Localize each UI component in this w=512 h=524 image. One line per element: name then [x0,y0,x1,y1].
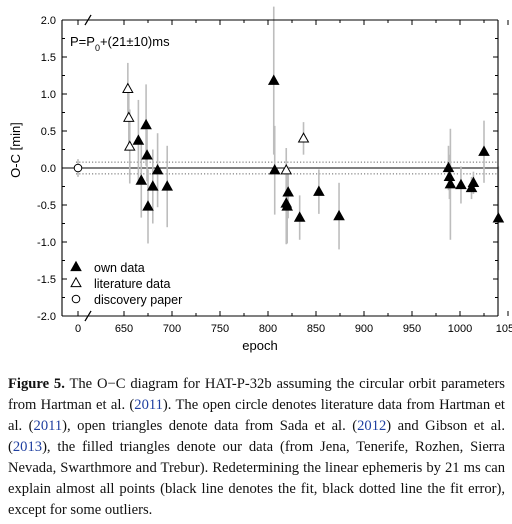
literature-data-point [280,163,293,175]
own-data-point [333,209,345,221]
caption-text: ), open triangles denote data from Sada … [62,418,358,434]
caption-citation-year[interactable]: 2012 [357,418,387,434]
x-tick-label: 700 [163,323,181,335]
y-tick-label: -1.0 [37,237,56,249]
x-tick-label: 1050 [496,323,512,335]
caption-citation-year[interactable]: 2011 [134,397,163,413]
own-data-point [147,180,159,191]
y-tick-label: 2.0 [41,15,56,27]
x-tick-label: 900 [355,323,373,335]
caption-label: Figure 5. [8,376,65,392]
own-data-point [443,170,456,182]
own-data-point [293,211,306,222]
caption-text: ). The open circle denotes literature da… [8,397,505,434]
figure-caption: Figure 5. The O−C diagram for HAT-P-32b … [8,374,505,521]
caption-text: ), the filled triangles denote our data … [8,439,505,518]
y-tick-label: 0.5 [41,126,56,138]
literature-data-point [123,111,135,122]
own-data-point [268,163,281,175]
own-data-point [141,149,153,160]
own-data-point [142,200,154,211]
caption-text: ) and Gibson et al. ( [8,418,505,455]
own-data-point [151,163,164,175]
own-data-point [442,161,455,173]
x-tick-label: 0 [75,323,81,335]
legend-marker-own-data [70,260,82,272]
legend-marker-discovery-paper [71,294,81,304]
x-tick-label: 1000 [448,323,472,335]
x-tick-label: 800 [259,323,277,335]
y-tick-label: 0.0 [41,163,56,175]
y-tick-label: 1.0 [41,89,56,101]
y-tick-label: -2.0 [37,311,56,323]
legend-label: literature data [94,277,170,291]
x-tick-label: 850 [307,323,325,335]
caption-citation-year[interactable]: 2011 [33,418,63,434]
oc-chart: -2.0 -1.5 -1.0 -0.5 0.0 0.5 1.0 1.5 2.0 0 650 700 75… [8,6,512,353]
discovery-paper-point [73,163,83,173]
own-data-point [161,180,173,191]
caption-body: The O−C diagram for HAT-P-32b assuming t… [8,376,505,518]
own-data-point [140,118,152,130]
x-tick-label: 650 [115,323,133,335]
caption-citation-year[interactable]: 2013 [12,439,43,455]
own-data-point [281,200,293,211]
x-tick-label: 750 [211,323,229,335]
own-data-point [282,186,294,197]
own-data-point [444,178,457,189]
y-axis-label: O-C [min] [8,122,23,178]
caption-text: The O−C diagram for HAT-P-32b assuming t… [8,376,505,413]
x-tick-label: 950 [403,323,421,335]
literature-data-point [122,82,134,93]
y-tick-label: -1.5 [37,274,56,286]
y-tick-label: 1.5 [41,52,56,64]
literature-data-point [297,132,310,143]
legend-label: own data [94,261,145,275]
x-axis-label: epoch [242,338,277,353]
oc-diagram-figure: -2.0 -1.5 -1.0 -0.5 0.0 0.5 1.0 1.5 2.0 0 650 700 75… [8,6,512,353]
own-data-point [455,178,467,190]
own-data-point [267,74,280,85]
legend-label: discovery paper [94,293,182,307]
own-data-point [467,176,480,187]
own-data-point [132,134,145,145]
axis-break-mark-bottom [84,310,92,322]
legend-marker-literature-data [70,276,82,288]
y-tick-label: -0.5 [37,200,56,212]
own-data-point [313,185,325,196]
fit-annotation: P=P0+(21±10)ms [70,34,170,53]
own-data-point [478,145,490,156]
own-data-point [135,174,148,185]
axis-break-mark-top [84,14,92,26]
literature-data-point [123,140,136,151]
own-data-point [465,181,478,193]
